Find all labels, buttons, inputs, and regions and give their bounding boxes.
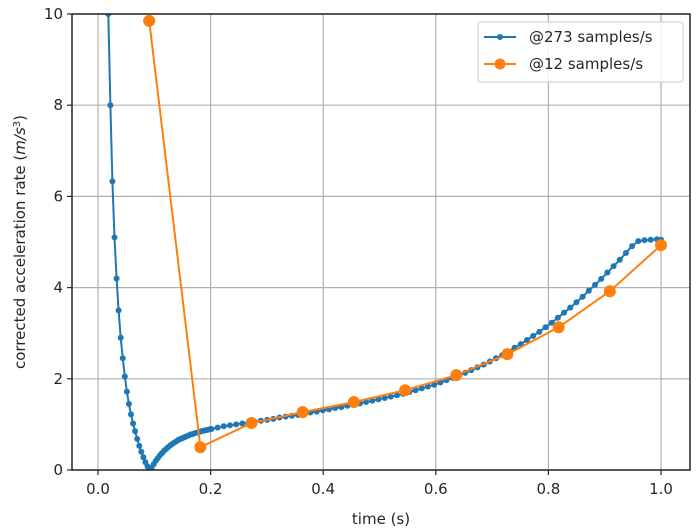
data-point-marker <box>109 178 116 185</box>
data-point-marker <box>140 454 147 461</box>
data-point-marker <box>134 435 141 442</box>
data-point-marker <box>194 441 207 454</box>
y-tick-label: 4 <box>53 279 63 297</box>
data-point-marker <box>548 319 555 326</box>
data-point-marker <box>130 420 137 427</box>
x-axis-ticks: 0.0 0.2 0.4 0.6 0.8 1.0 <box>86 470 673 498</box>
legend-item-12: @12 samples/s <box>484 55 643 73</box>
data-point-marker <box>394 392 401 399</box>
data-point-marker <box>598 275 605 282</box>
data-point-marker <box>622 249 629 256</box>
legend: @273 samples/s @12 samples/s <box>477 21 684 83</box>
legend-item-273: @273 samples/s <box>484 28 653 46</box>
data-point-marker <box>616 256 623 263</box>
data-point-marker <box>220 423 227 430</box>
data-point-marker <box>121 373 128 380</box>
data-point-marker <box>431 381 438 388</box>
data-point-marker <box>501 348 514 361</box>
legend-marker-orange-icon <box>494 58 506 70</box>
data-point-marker <box>138 448 145 455</box>
x-tick-label: 0.2 <box>199 480 223 498</box>
data-point-marker <box>132 428 139 435</box>
x-tick-label: 0.0 <box>86 480 110 498</box>
data-point-marker <box>554 314 561 321</box>
data-point-marker <box>125 400 132 407</box>
x-tick-label: 1.0 <box>649 480 673 498</box>
y-tick-label: 6 <box>53 187 63 205</box>
data-point-marker <box>399 384 412 397</box>
legend-label-12: @12 samples/s <box>529 55 643 73</box>
y-tick-label: 2 <box>53 370 63 388</box>
legend-label-273: @273 samples/s <box>529 28 653 46</box>
data-point-marker <box>603 285 616 298</box>
data-point-marker <box>214 424 221 431</box>
data-point-marker <box>347 396 360 409</box>
data-point-marker <box>387 393 394 400</box>
data-point-marker <box>233 421 240 428</box>
data-point-marker <box>655 239 667 252</box>
y-tick-label: 8 <box>53 96 63 114</box>
data-point-marker <box>208 425 215 432</box>
series-12-samples <box>143 14 667 454</box>
data-point-marker <box>412 387 419 394</box>
data-point-marker <box>523 337 530 344</box>
data-point-marker <box>579 293 586 300</box>
data-point-marker <box>245 417 258 430</box>
data-point-marker <box>375 396 382 403</box>
data-point-marker <box>536 328 543 335</box>
data-point-marker <box>561 309 568 316</box>
data-point-marker <box>552 321 565 334</box>
grid-lines <box>72 13 690 471</box>
y-axis-ticks: 0 2 4 6 8 10 <box>44 5 72 479</box>
data-point-marker <box>542 324 549 331</box>
y-axis-label-unit: m/s <box>11 127 29 155</box>
data-point-marker <box>107 102 114 109</box>
data-point-marker <box>296 406 309 419</box>
data-point-marker <box>450 369 463 382</box>
data-point-marker <box>418 385 425 392</box>
data-point-marker <box>111 234 118 241</box>
data-point-marker <box>647 236 654 243</box>
data-point-marker <box>585 287 592 294</box>
series-layer <box>105 14 667 470</box>
data-point-marker <box>226 422 233 429</box>
plot-frame <box>71 13 691 471</box>
data-point-marker <box>592 281 599 288</box>
data-point-marker <box>136 442 143 449</box>
data-point-marker <box>604 269 611 276</box>
y-axis-label-text: corrected acceleration rate ( <box>11 155 29 369</box>
data-point-marker <box>123 388 130 395</box>
data-point-marker <box>641 237 648 244</box>
x-tick-label: 0.6 <box>424 480 448 498</box>
y-axis-label-close: ) <box>11 115 29 121</box>
data-point-marker <box>610 263 617 270</box>
y-tick-label: 10 <box>44 5 63 23</box>
legend-marker-blue-icon <box>497 34 503 40</box>
x-axis-label: time (s) <box>352 510 410 528</box>
y-axis-label-exponent: 3 <box>12 121 23 127</box>
data-point-marker <box>119 355 126 362</box>
data-point-marker <box>573 299 580 306</box>
legend-box <box>477 21 684 83</box>
x-tick-label: 0.4 <box>311 480 335 498</box>
data-point-marker <box>117 334 124 341</box>
y-axis-label: corrected acceleration rate (m/s3) <box>11 115 29 369</box>
data-point-marker <box>381 394 388 401</box>
data-point-marker <box>115 307 122 314</box>
data-point-marker <box>143 14 156 27</box>
data-point-marker <box>629 243 636 250</box>
data-point-marker <box>424 383 431 390</box>
data-point-marker <box>530 332 537 339</box>
x-tick-label: 0.8 <box>536 480 560 498</box>
data-point-marker <box>239 420 246 427</box>
data-point-marker <box>567 304 574 311</box>
y-tick-label: 0 <box>53 461 63 479</box>
data-point-marker <box>113 275 120 282</box>
data-point-marker <box>635 238 642 245</box>
data-point-marker <box>127 411 134 418</box>
